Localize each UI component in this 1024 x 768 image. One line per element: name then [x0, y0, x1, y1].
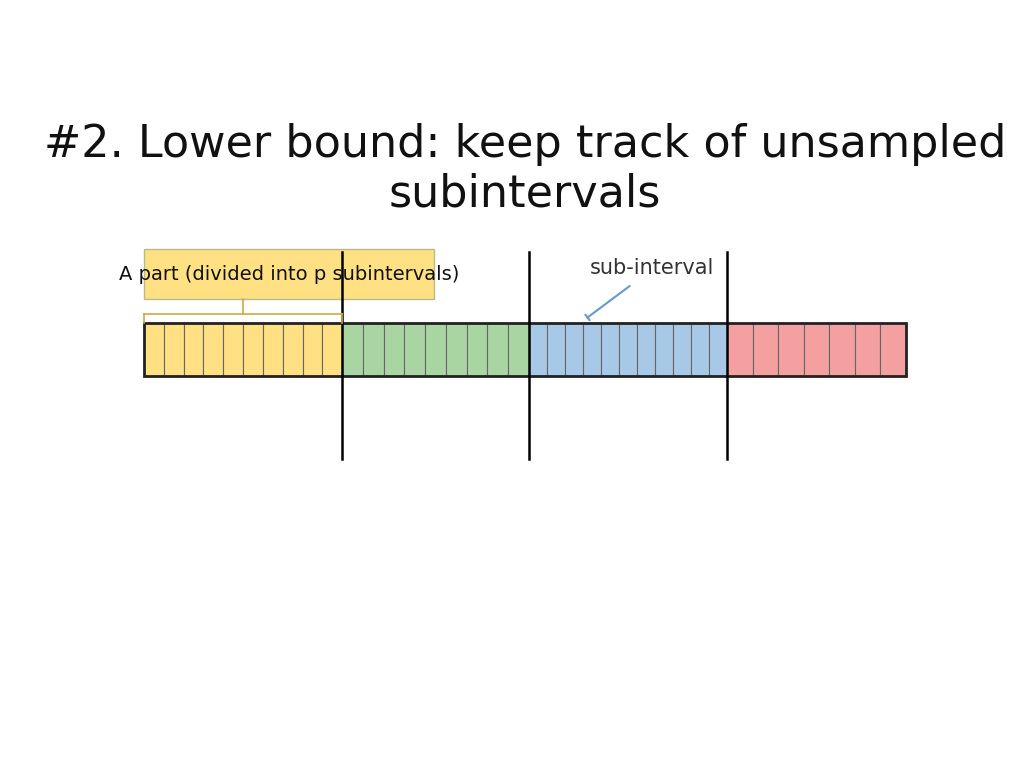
Bar — [673, 323, 691, 376]
Bar — [547, 323, 565, 376]
Bar — [164, 323, 183, 376]
Bar — [618, 323, 637, 376]
Bar — [362, 323, 384, 376]
Bar — [655, 323, 673, 376]
Bar — [263, 323, 283, 376]
Bar — [691, 323, 710, 376]
Bar — [342, 323, 362, 376]
Bar — [143, 249, 433, 299]
Bar — [204, 323, 223, 376]
Bar — [487, 323, 508, 376]
Bar — [425, 323, 445, 376]
Bar — [583, 323, 601, 376]
Bar — [804, 323, 829, 376]
Bar — [404, 323, 425, 376]
Bar — [283, 323, 303, 376]
Bar — [243, 323, 263, 376]
Bar — [881, 323, 905, 376]
Bar — [323, 323, 342, 376]
Bar — [223, 323, 243, 376]
Bar — [727, 323, 753, 376]
Bar — [829, 323, 855, 376]
Bar — [143, 323, 906, 376]
Bar — [710, 323, 727, 376]
Bar — [637, 323, 655, 376]
Text: sub-interval: sub-interval — [590, 259, 714, 279]
Bar — [778, 323, 804, 376]
Bar — [384, 323, 404, 376]
Text: #2. Lower bound: keep track of unsampled
subintervals: #2. Lower bound: keep track of unsampled… — [44, 123, 1006, 216]
Bar — [183, 323, 204, 376]
Bar — [143, 323, 164, 376]
Bar — [303, 323, 323, 376]
Text: A part (divided into p subintervals): A part (divided into p subintervals) — [119, 264, 459, 283]
Bar — [753, 323, 778, 376]
Bar — [508, 323, 528, 376]
Bar — [467, 323, 487, 376]
Bar — [445, 323, 467, 376]
Bar — [855, 323, 881, 376]
Bar — [565, 323, 583, 376]
Bar — [528, 323, 547, 376]
Bar — [601, 323, 618, 376]
